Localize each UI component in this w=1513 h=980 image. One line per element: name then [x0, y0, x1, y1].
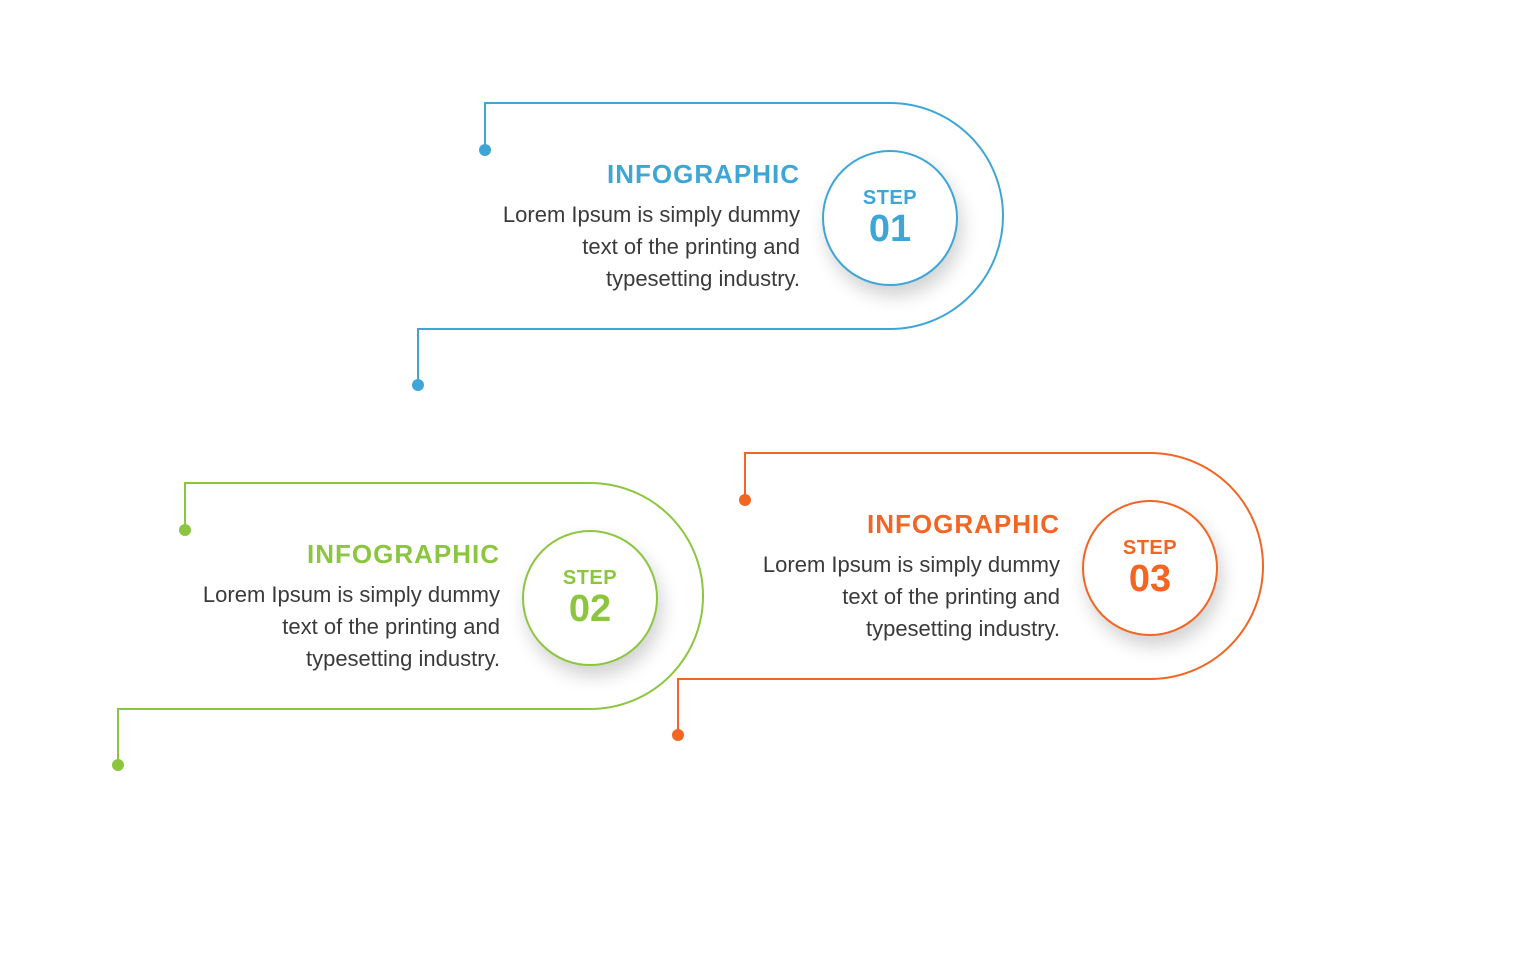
step-03: STEP 03 INFOGRAPHIC Lorem Ipsum is simpl… [670, 445, 1270, 780]
infographic-stage: STEP 01 INFOGRAPHIC Lorem Ipsum is simpl… [0, 0, 1513, 980]
step-02-step-label: STEP [563, 568, 617, 588]
step-02-text: INFOGRAPHIC Lorem Ipsum is simply dummy … [190, 541, 500, 675]
step-01-title: INFOGRAPHIC [490, 161, 800, 187]
step-02-description: Lorem Ipsum is simply dummy text of the … [190, 579, 500, 675]
step-01-step-label: STEP [863, 188, 917, 208]
step-02-step-number: 02 [569, 590, 611, 628]
step-02-title: INFOGRAPHIC [190, 541, 500, 567]
step-01-step-number: 01 [869, 210, 911, 248]
step-02: STEP 02 INFOGRAPHIC Lorem Ipsum is simpl… [110, 475, 710, 810]
step-01-badge: STEP 01 [822, 150, 958, 286]
step-01: STEP 01 INFOGRAPHIC Lorem Ipsum is simpl… [410, 95, 1010, 430]
step-03-step-label: STEP [1123, 538, 1177, 558]
step-03-badge: STEP 03 [1082, 500, 1218, 636]
step-03-step-number: 03 [1129, 560, 1171, 598]
step-03-title: INFOGRAPHIC [750, 511, 1060, 537]
step-02-badge: STEP 02 [522, 530, 658, 666]
step-03-text: INFOGRAPHIC Lorem Ipsum is simply dummy … [750, 511, 1060, 645]
step-01-text: INFOGRAPHIC Lorem Ipsum is simply dummy … [490, 161, 800, 295]
step-01-description: Lorem Ipsum is simply dummy text of the … [490, 199, 800, 295]
step-03-description: Lorem Ipsum is simply dummy text of the … [750, 549, 1060, 645]
